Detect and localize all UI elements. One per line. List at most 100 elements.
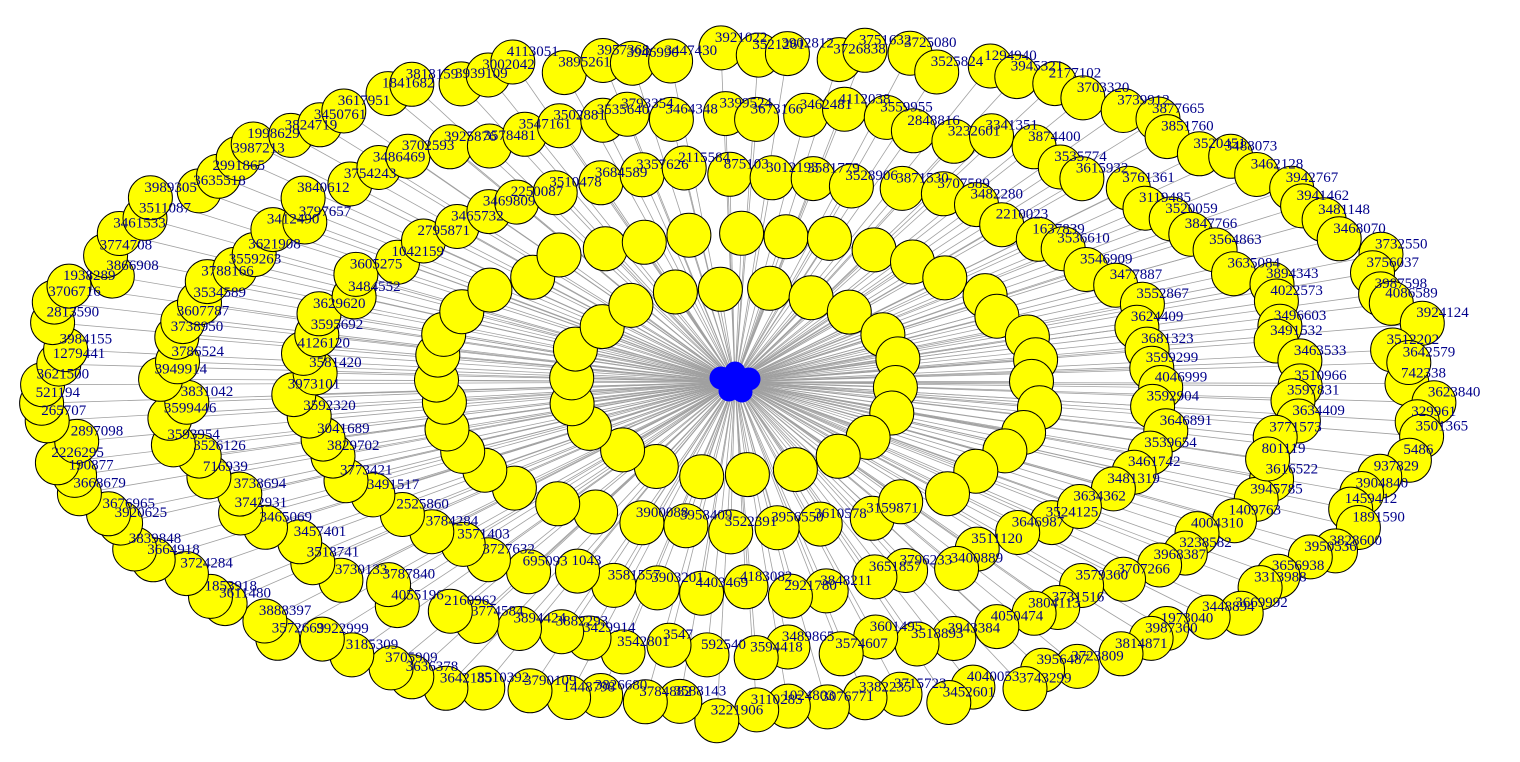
node-label: 3707266 (1118, 561, 1171, 577)
graph-edge (734, 367, 1152, 383)
graph-node (490, 39, 536, 85)
node-label: 3593954 (167, 427, 220, 443)
node-label: 3866908 (106, 258, 159, 274)
node-label: 2897098 (71, 423, 124, 439)
node-label: 3676965 (103, 496, 156, 512)
node-label: 3221906 (711, 703, 764, 719)
node-label: 3668679 (73, 476, 126, 492)
node-label: 3784284 (426, 514, 479, 530)
graph-edge (641, 381, 736, 524)
node-label: 3786524 (172, 344, 225, 360)
node-label: 3826680 (595, 678, 648, 694)
node-label: 3599299 (1146, 350, 1199, 366)
graph-node (828, 163, 874, 209)
node-label: 4050474 (991, 609, 1044, 625)
graph-node (767, 573, 813, 619)
node-label: 3232601 (948, 123, 1001, 139)
node-label: 3481319 (1107, 471, 1160, 487)
graph-node (708, 509, 754, 555)
graph-edge (734, 381, 869, 438)
graph-edge (150, 197, 736, 383)
node-label: 3642185 (440, 670, 493, 686)
node-label: 3535640 (597, 102, 650, 118)
node-label: 4183082 (740, 569, 793, 585)
node-label: 3520451 (1193, 136, 1246, 152)
node-label: 3615932 (1076, 161, 1129, 177)
graph-edge (734, 193, 944, 383)
node-label: 3488073 (1225, 138, 1278, 154)
node-label: 3882293 (556, 614, 609, 630)
node-label: 3847766 (1185, 216, 1238, 232)
graph-edge (571, 377, 736, 383)
graph-node (467, 267, 513, 313)
node-label: 1973040 (1161, 611, 1214, 627)
node-label: 2848816 (907, 113, 960, 129)
node-label: 3774708 (100, 238, 153, 254)
graph-edge (309, 381, 736, 417)
node-label: 3732550 (1375, 236, 1428, 252)
node-label: 3950536 (1304, 539, 1357, 555)
node-label: 3448894 (1202, 599, 1255, 615)
node-label: 3705909 (385, 650, 438, 666)
node-label: 2921780 (784, 578, 837, 594)
node-label: 3796233 (900, 553, 953, 569)
node-label: 3571403 (457, 526, 510, 542)
node-label: 3524125 (1046, 505, 1099, 521)
node-label: 3447430 (665, 43, 718, 59)
node-label: 3564863 (1209, 232, 1262, 248)
node-label: 3574607 (835, 636, 888, 652)
graph-edge (293, 381, 736, 395)
node-label: 3724284 (180, 556, 233, 572)
graph-node (815, 433, 861, 479)
node-label: 1043 (572, 553, 602, 569)
node-label: 3773421 (340, 463, 393, 479)
node-label: 3559955 (880, 99, 933, 115)
node-label: 3635518 (193, 173, 246, 189)
node-label: 3400889 (951, 550, 1004, 566)
node-label: 2210023 (996, 207, 1048, 223)
node-label: 3511120 (971, 531, 1022, 547)
graph-node (582, 226, 628, 272)
node-label: 3595692 (311, 317, 364, 333)
node-label: 3756037 (1367, 255, 1420, 271)
node-label: 3597831 (1287, 383, 1340, 399)
node-label: 4113051 (507, 44, 559, 60)
node-label: 3895261 (558, 55, 611, 71)
graph-edge (734, 381, 821, 525)
node-label: 3477887 (1110, 267, 1163, 283)
node-label: 3501365 (1416, 418, 1469, 434)
node-label: 3851760 (1161, 119, 1214, 135)
graph-edge (332, 381, 736, 457)
graph-node (619, 500, 665, 546)
node-label: 3946990 (626, 45, 679, 61)
node-label: 3642579 (1403, 345, 1456, 361)
node-label: 3921022 (715, 30, 768, 46)
graph-edge (734, 295, 986, 383)
graph-node (532, 170, 578, 216)
node-label: 3761361 (1122, 170, 1175, 186)
graph-node (679, 570, 725, 616)
node-label: 3452601 (943, 685, 996, 701)
node-label: 3787840 (383, 567, 436, 583)
node-label: 3673166 (751, 101, 804, 117)
graph-edge (605, 248, 736, 383)
node-label: 3814871 (1115, 636, 1168, 652)
node-label: 1853918 (205, 578, 258, 594)
graph-edge (734, 53, 788, 383)
graph-edge (303, 353, 736, 383)
node-label: 3536610 (1057, 231, 1110, 247)
graph-edge (519, 381, 736, 629)
graph-node (648, 96, 694, 142)
graph-edge (557, 381, 736, 505)
graph-node (764, 31, 810, 77)
graph-node (723, 564, 769, 610)
graph-edge (734, 381, 955, 639)
node-label: 521194 (36, 385, 81, 401)
node-label: 3840612 (297, 180, 350, 196)
node-label: 3521261 (752, 37, 805, 53)
graph-edge (397, 261, 736, 383)
node-label: 3110285 (751, 692, 803, 708)
node-label: 3617951 (338, 93, 391, 109)
node-label: 1938289 (63, 268, 116, 284)
